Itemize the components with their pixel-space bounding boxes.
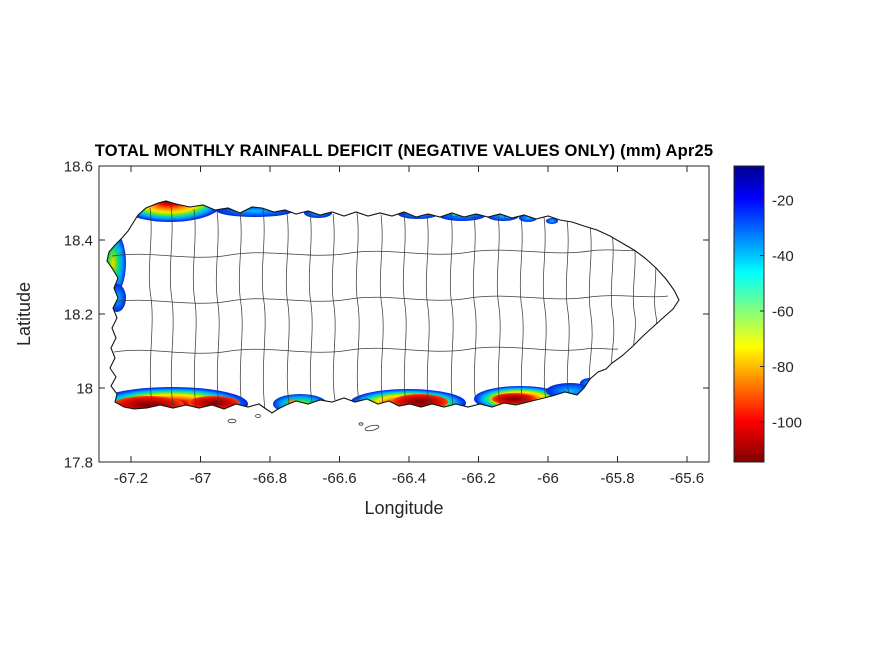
y-tick-label-3: 18 — [76, 380, 93, 397]
x-tick-label-5: -66.2 — [461, 470, 495, 487]
deficit-core-southwest-2 — [188, 396, 240, 410]
colorbar-tick-label-0: -20 — [772, 192, 794, 209]
coastline-outline — [106, 200, 680, 414]
x-tick-label-7: -65.8 — [600, 470, 634, 487]
y-tick-label-4: 17.8 — [64, 454, 93, 471]
x-axis-label: Longitude — [364, 498, 443, 518]
puerto-rico-island — [107, 201, 679, 413]
deficit-core-south-central — [392, 394, 448, 410]
deficit-blob-south-small — [273, 394, 327, 413]
deficit-tail-southeast-1 — [546, 383, 594, 399]
chart-title: TOTAL MONTHLY RAINFALL DEFICIT (NEGATIVE… — [95, 142, 713, 160]
offshore-islands — [227, 414, 380, 432]
colorbar-tick-label-2: -60 — [772, 303, 794, 320]
x-tick-label-8: -65.6 — [670, 470, 704, 487]
y-tick-label-0: 18.6 — [64, 158, 93, 175]
y-axis-label: Latitude — [14, 282, 34, 346]
x-tick-label-2: -66.8 — [253, 470, 287, 487]
colorbar-tick-label-1: -40 — [772, 248, 794, 265]
deficit-core-southeast — [492, 393, 536, 405]
x-tick-label-1: -67 — [190, 470, 212, 487]
x-tick-label-3: -66.6 — [322, 470, 356, 487]
y-tick-label-1: 18.4 — [64, 232, 93, 249]
colorbar-tick-marks — [760, 199, 764, 423]
y-tick-label-2: 18.2 — [64, 306, 93, 323]
deficit-blob-northwest — [116, 201, 224, 222]
colorbar-tick-label-4: -100 — [772, 414, 802, 431]
municipality-boundaries — [109, 204, 669, 411]
deficit-blob-west — [107, 231, 126, 295]
axis-tick-marks — [99, 165, 709, 463]
x-tick-label-4: -66.4 — [392, 470, 426, 487]
deficit-blob-west-south — [108, 284, 126, 312]
x-tick-label-0: -67.2 — [114, 470, 148, 487]
deficit-blob-north-7 — [546, 218, 558, 224]
colorbar — [733, 165, 765, 463]
x-tick-label-6: -66 — [537, 470, 559, 487]
deficit-core-southwest-1 — [112, 396, 184, 413]
colorbar-tick-label-3: -80 — [772, 359, 794, 376]
